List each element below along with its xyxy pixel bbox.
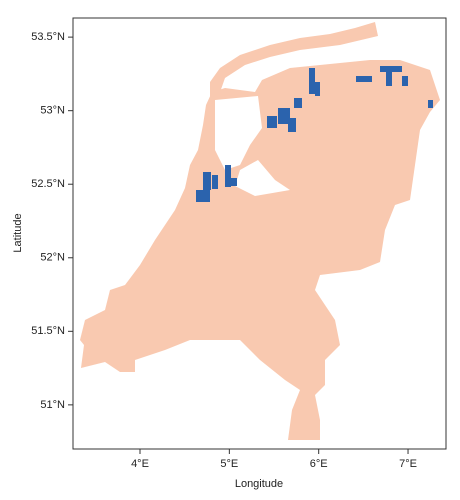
x-tick-label: 4°E [131,458,149,470]
water-cell [428,100,433,108]
water-cell [212,175,218,189]
mainland [80,60,440,440]
y-axis-label: Latitude [12,213,24,252]
water-cell [196,190,210,202]
x-tick-label: 5°E [220,458,238,470]
water-cell [386,72,392,86]
wadden-islands [210,22,378,98]
x-tick-label: 7°E [399,458,417,470]
y-tick-label: 53.5°N [31,31,65,43]
lake [215,96,262,170]
water-cell [315,82,320,96]
water-cell [402,76,408,86]
water-cell [288,118,296,132]
y-tick-label: 51°N [40,399,65,411]
water-cell [267,116,277,128]
y-tick-label: 51.5°N [31,325,65,337]
land [80,22,440,440]
water-cell [231,178,237,186]
lakes [215,96,290,196]
lake [235,160,290,196]
water-cell [356,76,372,82]
water-cells [196,66,433,202]
y-tick-label: 52°N [40,252,65,264]
water-cell [309,68,315,94]
y-tick-label: 52.5°N [31,178,65,190]
x-tick-label: 6°E [310,458,328,470]
water-cell [380,66,402,72]
y-tick-label: 53°N [40,105,65,117]
water-cell [225,165,231,187]
water-cell [278,108,290,124]
water-cell [203,172,211,190]
plot-frame [72,17,447,450]
x-axis-label: Longitude [235,478,283,490]
water-cell [294,98,302,108]
